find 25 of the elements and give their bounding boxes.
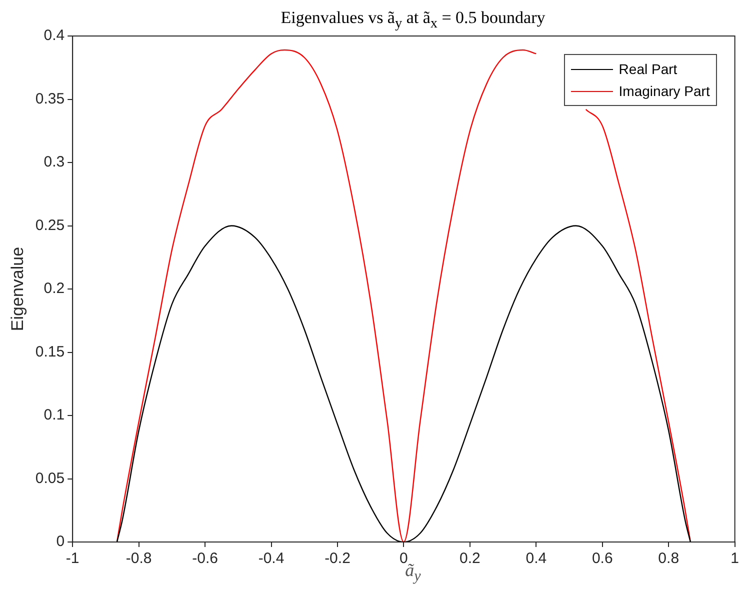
y-tick-label: 0.05: [35, 470, 65, 487]
legend-label: Imaginary Part: [618, 83, 710, 99]
y-tick-label: 0.4: [44, 27, 65, 44]
y-tick-label: 0.25: [35, 216, 65, 234]
y-tick-label: 0.35: [35, 90, 65, 108]
x-tick-label: 0.2: [460, 550, 480, 568]
x-tick-label: 0.6: [592, 550, 613, 568]
x-tick-label: 1: [730, 550, 739, 568]
x-tick-label: -0.4: [258, 550, 284, 568]
y-tick-label: 0.2: [44, 280, 65, 298]
x-tick-label: 0.4: [526, 550, 547, 568]
chart-title: Eigenvalues vs ã$_{y}$ at ã$_{x}$ = 0.5 boundary: [280, 8, 546, 32]
y-tick-label: 0.15: [35, 343, 65, 360]
legend-label: Real Part: [618, 61, 678, 77]
line-series: [116, 225, 692, 542]
x-tick-label: -0.2: [324, 550, 350, 568]
x-tick-label: -0.8: [126, 550, 152, 568]
y-tick-label: 0.3: [44, 154, 65, 171]
y-axis-title: Eigenvalue: [8, 246, 27, 332]
y-tick-label: 0: [56, 533, 65, 550]
x-tick-label: -0.6: [192, 550, 218, 568]
y-tick-label: 0.1: [44, 406, 65, 424]
x-tick-label: -1: [66, 550, 80, 568]
x-tick-label: 0: [400, 550, 408, 568]
x-tick-label: 0.8: [658, 550, 680, 568]
